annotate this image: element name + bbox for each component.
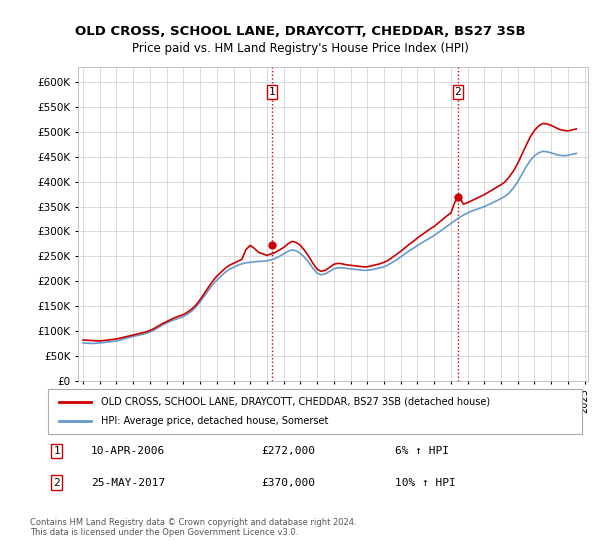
Text: 6% ↑ HPI: 6% ↑ HPI	[395, 446, 449, 456]
Text: Price paid vs. HM Land Registry's House Price Index (HPI): Price paid vs. HM Land Registry's House …	[131, 42, 469, 55]
Text: 10-APR-2006: 10-APR-2006	[91, 446, 165, 456]
Text: £370,000: £370,000	[262, 478, 316, 488]
Text: 1: 1	[53, 446, 60, 456]
Text: 2: 2	[455, 87, 461, 97]
Text: 25-MAY-2017: 25-MAY-2017	[91, 478, 165, 488]
FancyBboxPatch shape	[48, 389, 582, 434]
Text: £272,000: £272,000	[262, 446, 316, 456]
Text: OLD CROSS, SCHOOL LANE, DRAYCOTT, CHEDDAR, BS27 3SB: OLD CROSS, SCHOOL LANE, DRAYCOTT, CHEDDA…	[74, 25, 526, 38]
Text: Contains HM Land Registry data © Crown copyright and database right 2024.
This d: Contains HM Land Registry data © Crown c…	[30, 518, 356, 538]
Text: 1: 1	[268, 87, 275, 97]
Text: 2: 2	[53, 478, 60, 488]
Text: OLD CROSS, SCHOOL LANE, DRAYCOTT, CHEDDAR, BS27 3SB (detached house): OLD CROSS, SCHOOL LANE, DRAYCOTT, CHEDDA…	[101, 396, 491, 407]
Text: 10% ↑ HPI: 10% ↑ HPI	[395, 478, 456, 488]
Text: HPI: Average price, detached house, Somerset: HPI: Average price, detached house, Some…	[101, 417, 329, 427]
